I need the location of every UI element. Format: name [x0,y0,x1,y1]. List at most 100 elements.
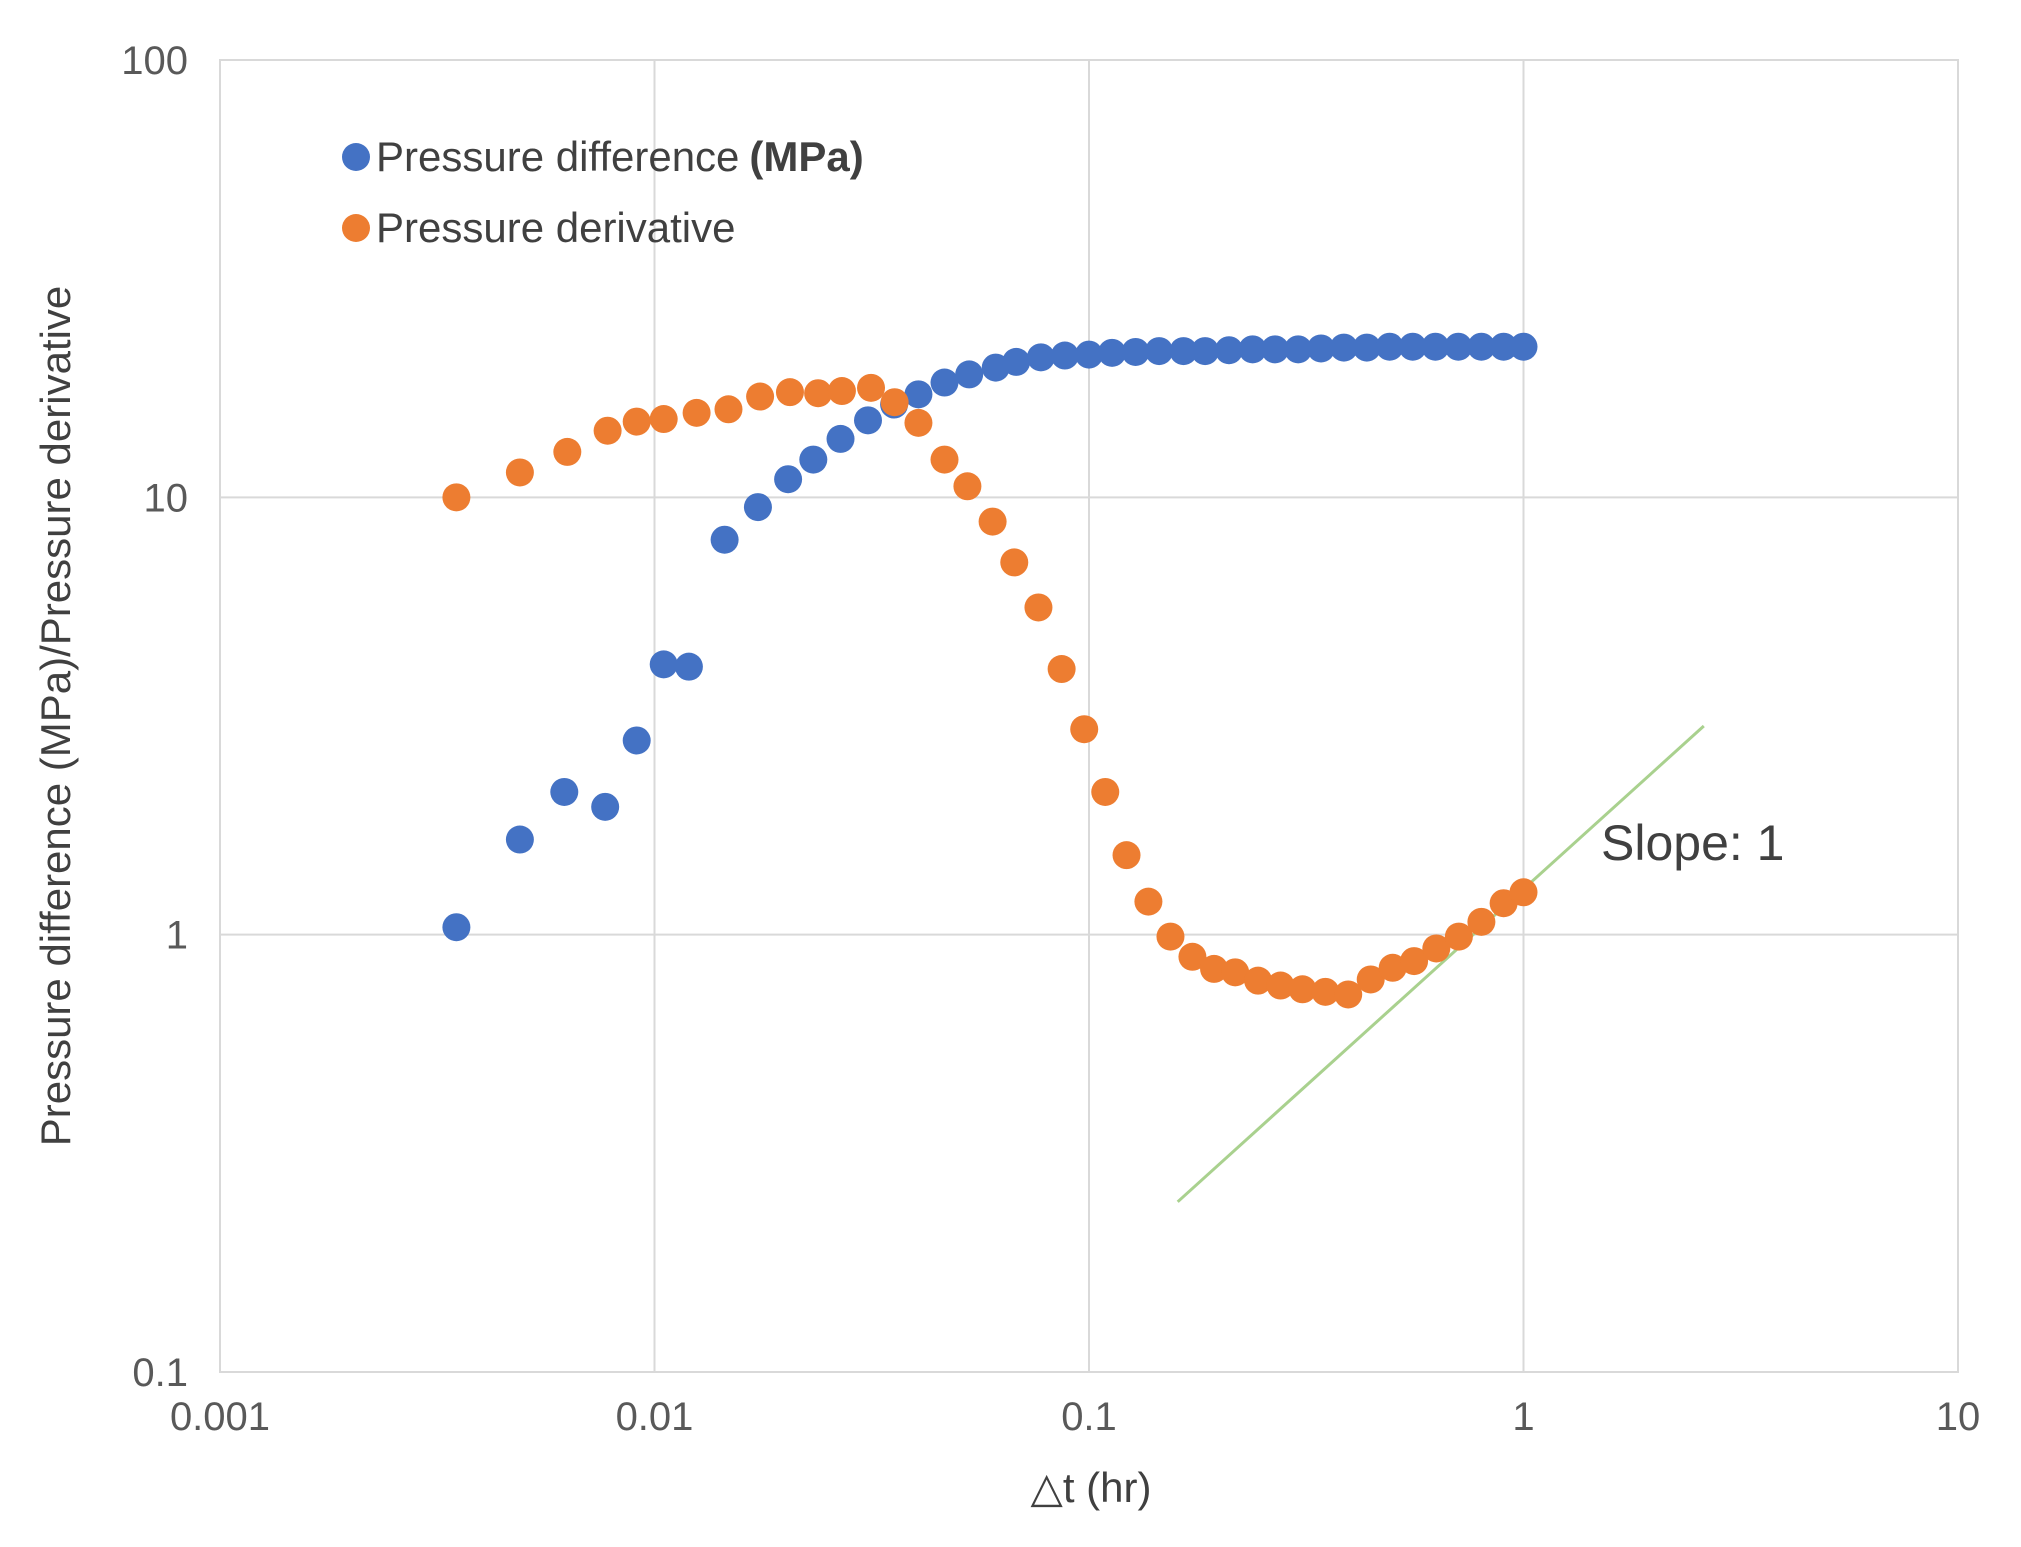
y-tick-label: 0.1 [132,1351,188,1395]
data-point [1284,335,1313,364]
data-point [953,472,982,501]
data-point [904,408,933,437]
data-point [1509,878,1538,907]
series-pressure-difference [442,332,1538,942]
data-point [1050,341,1079,370]
data-point [1334,980,1363,1009]
data-point [804,379,833,408]
data-point [1329,333,1358,362]
data-point [1070,715,1099,744]
y-tick-label: 100 [121,39,188,83]
data-point [904,380,933,409]
data-point [1075,340,1103,369]
data-point [1200,954,1229,983]
data-point [682,398,711,427]
data-point [1266,971,1295,1000]
data-point [857,373,886,402]
x-tick-label: 1 [1512,1395,1534,1439]
x-tick-label: 0.001 [170,1395,270,1439]
x-tick-label: 0.01 [616,1395,694,1439]
data-point [1244,966,1273,995]
data-point [1378,953,1407,982]
data-point [1000,548,1029,577]
data-point [1091,777,1120,806]
data-point [1221,958,1250,987]
data-point [1311,977,1340,1006]
data-point [1356,965,1385,994]
data-points [442,332,1538,1009]
data-point [743,493,772,522]
data-point [1422,934,1451,963]
data-point [1421,332,1450,361]
data-point [649,650,678,679]
data-point [1169,337,1198,366]
slope-reference-line [1176,724,1705,1203]
data-point [775,378,804,407]
data-point [649,405,678,434]
tick-labels: 0.001 0.01 0.1 1 10 0.1 1 10 100 [121,39,1980,1439]
data-point [1121,337,1150,366]
data-point [1145,337,1174,366]
data-point [1400,947,1429,976]
y-tick-label: 1 [166,914,188,958]
data-point [1307,334,1336,363]
data-point [553,437,582,466]
data-point [591,792,620,821]
data-point [1352,333,1381,362]
data-point [746,382,775,411]
series-pressure-derivative [442,373,1538,1009]
data-point [550,777,579,806]
data-point [442,483,471,512]
data-point [930,445,959,474]
data-point [1156,922,1185,951]
data-point [710,525,739,554]
data-point [505,825,534,854]
data-point [622,407,651,436]
data-point [622,726,651,755]
x-axis-title: △t (hr) [1031,1464,1152,1511]
data-point [1002,347,1031,376]
x-tick-label: 10 [1936,1395,1981,1439]
data-point [674,652,703,681]
data-point [1024,593,1053,622]
data-point [978,507,1007,536]
plot-area-frame [219,59,1959,1373]
data-point [1026,343,1055,372]
data-point [593,416,622,445]
data-point [955,360,984,389]
data-point [827,377,856,406]
data-point [1375,332,1404,361]
legend-label-pressure-difference: Pressure difference (MPa) [376,133,864,180]
data-point [505,458,534,487]
y-tick-label: 10 [144,476,189,520]
data-point [1134,887,1163,916]
slope-annotation: Slope: 1 [1601,815,1784,871]
data-point [1112,841,1141,870]
data-point [1288,975,1317,1004]
data-point [799,445,828,474]
data-point [1444,922,1473,951]
data-point [1489,332,1518,361]
data-point [1098,338,1127,367]
data-point [1238,335,1267,364]
data-point [853,406,882,435]
y-axis-title: Pressure difference (MPa)/Pressure deriv… [32,286,79,1147]
reference-line-group [1176,724,1705,1203]
data-point [930,368,959,397]
data-point [1444,332,1473,361]
data-point [1467,332,1496,361]
data-point [1467,907,1496,936]
data-point [1047,655,1076,684]
data-point [774,465,803,494]
data-point [1398,332,1427,361]
legend: Pressure difference (MPa) Pressure deriva… [342,133,864,251]
data-point [880,388,909,417]
data-point [1191,337,1220,366]
data-point [826,424,855,453]
data-point [714,395,743,424]
legend-marker-pressure-derivative [342,214,370,242]
data-point [1215,336,1244,365]
